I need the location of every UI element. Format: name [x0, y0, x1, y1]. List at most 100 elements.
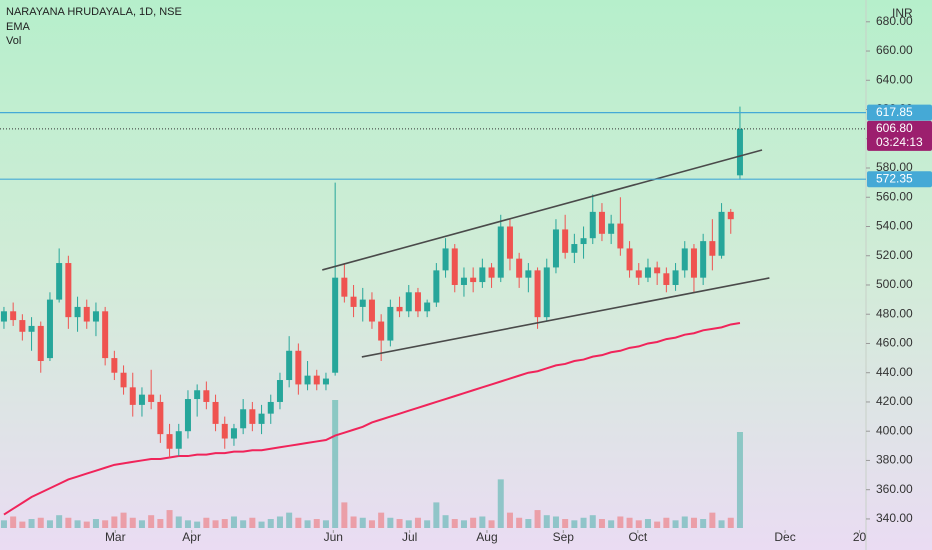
candle-body: [552, 229, 559, 268]
volume-bar: [258, 521, 265, 528]
volume-bar: [221, 519, 228, 528]
volume-bar: [497, 479, 504, 528]
volume-bar: [332, 400, 339, 528]
candle-body: [37, 325, 44, 362]
volume-bar: [313, 519, 320, 528]
candle-body: [65, 263, 72, 318]
volume-bar: [65, 517, 72, 528]
volume-bar: [359, 517, 366, 528]
volume-bar: [598, 519, 605, 528]
volume-bar: [249, 517, 256, 528]
candle-body: [194, 390, 201, 400]
countdown-label: 03:24:13: [876, 135, 923, 149]
volume-bar: [387, 517, 394, 528]
volume-bar: [552, 516, 559, 528]
volume-bar: [617, 516, 624, 528]
candle-body: [350, 296, 357, 307]
candle-body: [424, 302, 431, 312]
x-tick-label: Sep: [553, 530, 575, 544]
y-tick-label: 500.00: [876, 277, 913, 291]
volume-bar: [709, 512, 716, 528]
volume-bar: [37, 517, 44, 528]
candle-body: [580, 238, 587, 245]
last-price-box: [867, 120, 932, 151]
volume-bar: [654, 521, 661, 528]
candle-body: [230, 428, 237, 439]
y-tick-label: 340.00: [876, 511, 913, 525]
y-tick-label: 460.00: [876, 336, 913, 350]
volume-bar: [184, 520, 191, 528]
candle-body: [414, 292, 421, 312]
candle-body: [727, 211, 734, 220]
candle-body: [479, 267, 486, 283]
candle-body: [709, 241, 716, 256]
volume-bar: [488, 520, 495, 528]
y-tick-label: 480.00: [876, 306, 913, 320]
volume-bar: [681, 516, 688, 528]
chart-title: NARAYANA HRUDAYALA, 1D, NSE: [6, 6, 182, 18]
candle-body: [470, 277, 477, 283]
volume-bar: [212, 520, 219, 528]
y-tick-label: 360.00: [876, 482, 913, 496]
volume-bar: [589, 515, 596, 528]
volume-bar: [414, 517, 421, 528]
candle-body: [635, 270, 642, 278]
currency-label: INR: [892, 6, 913, 20]
volume-bar: [194, 521, 201, 528]
candle-body: [267, 401, 274, 414]
volume-bar: [175, 516, 182, 528]
trendline: [322, 149, 763, 271]
candle-body: [516, 258, 523, 278]
y-tick-label: 640.00: [876, 72, 913, 86]
volume-bar: [46, 520, 53, 528]
volume-bar: [304, 520, 311, 528]
volume-bar: [543, 515, 550, 528]
x-tick-label: Jun: [324, 530, 343, 544]
candle-body: [313, 375, 320, 385]
volume-bar: [525, 519, 532, 528]
candle-body: [203, 390, 210, 402]
price-level-box: [867, 171, 932, 188]
volume-bar: [479, 516, 486, 528]
volume-bar: [690, 517, 697, 528]
x-tick-label: Oct: [629, 530, 648, 544]
volume-bar: [111, 516, 118, 528]
volume-bar: [608, 520, 615, 528]
y-tick-label: 680.00: [876, 14, 913, 28]
y-tick-label: 560.00: [876, 189, 913, 203]
volume-bar: [442, 515, 449, 528]
volume-bar: [240, 520, 247, 528]
x-tick-label: Jul: [402, 530, 417, 544]
last-price-label: 606.80: [876, 121, 913, 135]
volume-bar: [230, 516, 237, 528]
volume-bar: [350, 516, 357, 528]
candle-body: [378, 321, 385, 341]
volume-bar: [433, 502, 440, 528]
volume-bar: [56, 515, 63, 528]
volume-bar: [506, 512, 513, 528]
candle-body: [534, 270, 541, 318]
volume-bar: [644, 519, 651, 528]
x-tick-label: 20: [853, 530, 867, 544]
volume-bar: [129, 517, 136, 528]
candle-body: [488, 267, 495, 278]
candle-body: [672, 270, 679, 285]
candle-body: [249, 409, 256, 424]
volume-bar: [83, 521, 90, 528]
candle-body: [368, 299, 375, 322]
volume-bar: [157, 519, 164, 528]
volume-bar: [470, 517, 477, 528]
volume-bar: [10, 516, 17, 528]
volume-bar: [203, 517, 210, 528]
candle-body: [543, 267, 550, 318]
candle-body: [28, 325, 35, 332]
volume-bar: [672, 520, 679, 528]
trendline: [361, 277, 770, 358]
volume-bar: [368, 520, 375, 528]
candle-body: [396, 306, 403, 312]
candle-body: [286, 350, 293, 381]
candle-body: [589, 211, 596, 239]
candle-body: [598, 211, 605, 234]
candle-body: [718, 211, 725, 256]
